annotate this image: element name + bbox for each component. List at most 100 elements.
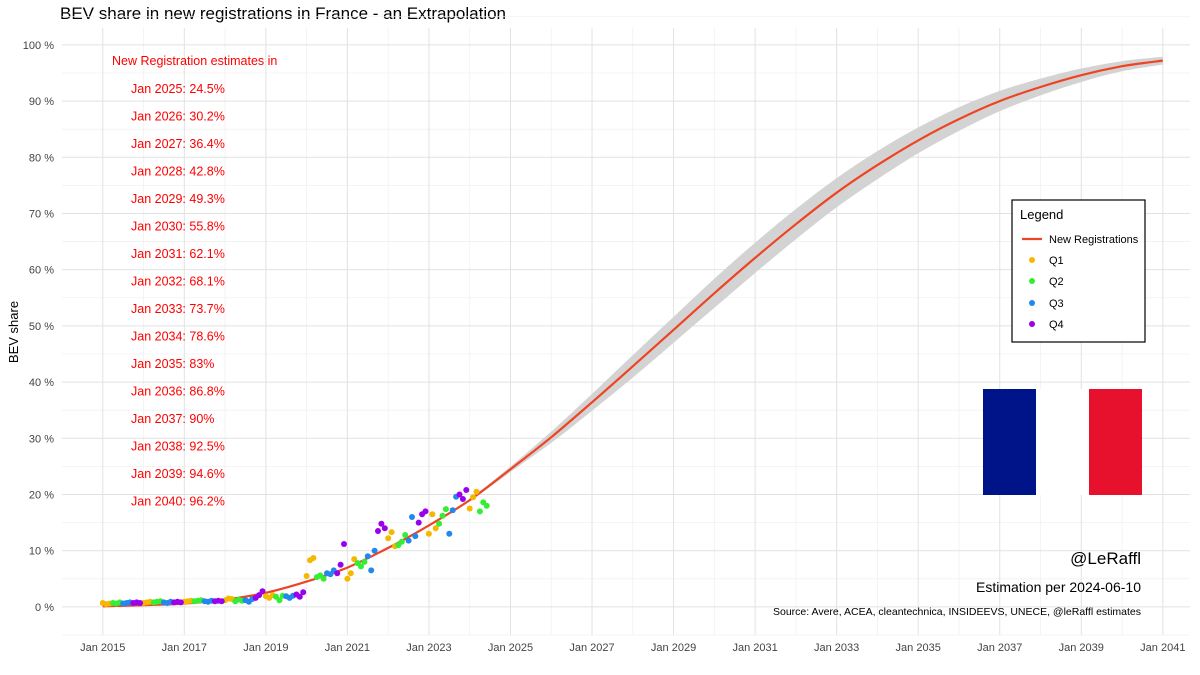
legend-item-q2: Q2 [1049, 276, 1064, 288]
data-point-q1 [429, 511, 436, 518]
data-point-q4 [375, 528, 381, 534]
flag-white-stripe [1036, 389, 1089, 495]
y-tick-label: 100 % [23, 40, 54, 52]
data-point-q4 [177, 599, 184, 606]
estimate-line: Jan 2038: 92.5% [131, 440, 225, 454]
data-point-q4 [422, 508, 429, 515]
x-tick-label: Jan 2023 [406, 642, 451, 654]
y-tick-label: 10 % [29, 546, 54, 558]
estimate-line: Jan 2040: 96.2% [131, 495, 225, 509]
y-tick-label: 20 % [29, 489, 54, 501]
data-point-q4 [341, 541, 347, 547]
y-tick-label: 40 % [29, 377, 54, 389]
y-tick-label: 70 % [29, 208, 54, 220]
legend-title: Legend [1020, 207, 1063, 222]
data-point-q4 [259, 588, 266, 595]
estimation-date: Estimation per 2024-06-10 [976, 579, 1141, 595]
data-point-q3 [409, 514, 415, 520]
estimate-line: Jan 2025: 24.5% [131, 82, 225, 96]
legend-item-q1: Q1 [1049, 255, 1064, 267]
x-axis-ticks: Jan 2015 Jan 2017 Jan 2019 Jan 2021 Jan 2023… [80, 642, 1185, 654]
data-point-q2 [442, 506, 449, 513]
source-note: Source: Avere, ACEA, cleantechnica, INSI… [773, 606, 1141, 618]
data-point-q1 [388, 529, 395, 536]
estimate-line: Jan 2027: 36.4% [131, 137, 225, 151]
x-tick-label: Jan 2027 [569, 642, 614, 654]
data-point-q4 [334, 570, 341, 577]
y-tick-label: 60 % [29, 265, 54, 277]
data-point-q1 [347, 570, 354, 577]
data-point-q4 [296, 593, 303, 600]
data-point-q2 [436, 520, 443, 527]
x-tick-label: Jan 2015 [80, 642, 125, 654]
data-point-q1 [310, 555, 317, 561]
data-point-q3 [449, 507, 456, 514]
estimate-line: Jan 2037: 90% [131, 412, 214, 426]
legend-item-q4: Q4 [1049, 319, 1064, 331]
x-tick-label: Jan 2025 [488, 642, 533, 654]
estimate-line: Jan 2035: 83% [131, 357, 214, 371]
data-point-q2 [439, 512, 446, 519]
data-point-q1 [466, 505, 473, 512]
data-point-q2 [320, 575, 327, 582]
data-point-q2 [476, 508, 483, 515]
data-point-q1 [385, 535, 392, 542]
data-point-q3 [405, 537, 412, 544]
data-point-q4 [463, 487, 470, 493]
legend: Legend New Registrations Q1 Q2 Q3 Q4 [1011, 199, 1146, 343]
legend-swatch-q4 [1029, 321, 1035, 327]
data-point-q3 [371, 547, 378, 554]
x-tick-label: Jan 2031 [732, 642, 777, 654]
data-point-q4 [300, 589, 307, 596]
x-tick-label: Jan 2021 [325, 642, 370, 654]
x-tick-label: Jan 2029 [651, 642, 696, 654]
data-point-q3 [446, 530, 453, 537]
data-point-q1 [470, 494, 477, 501]
data-point-q3 [364, 553, 371, 560]
y-tick-label: 50 % [29, 321, 54, 333]
flag-blue-stripe [983, 389, 1036, 495]
data-point-q1 [432, 525, 439, 532]
data-point-q2 [358, 563, 364, 570]
legend-box [1011, 199, 1146, 343]
x-tick-label: Jan 2037 [977, 642, 1022, 654]
data-point-q3 [327, 571, 334, 578]
legend-item-new-registrations: New Registrations [1049, 234, 1139, 246]
data-point-q4 [381, 525, 388, 532]
data-point-q1 [351, 556, 358, 563]
x-tick-label: Jan 2017 [162, 642, 207, 654]
x-tick-label: Jan 2035 [896, 642, 941, 654]
data-point-q4 [378, 520, 385, 527]
estimate-line: Jan 2036: 86.8% [131, 385, 225, 399]
data-point-q4 [337, 561, 344, 568]
author-handle: @LeRaffl [1070, 549, 1141, 568]
estimates-heading: New Registration estimates in [112, 54, 277, 68]
legend-swatch-q3 [1029, 300, 1035, 306]
data-point-q1 [425, 530, 432, 537]
x-tick-label: Jan 2033 [814, 642, 859, 654]
data-point-q3 [368, 567, 375, 574]
legend-swatch-q2 [1029, 278, 1035, 284]
data-point-q1 [473, 488, 480, 495]
chart-title: BEV share in new registrations in France… [60, 4, 506, 23]
legend-swatch-q1 [1029, 257, 1035, 263]
estimates-annotation: New Registration estimates in Jan 2025: … [112, 54, 277, 509]
quarterly-points [99, 487, 490, 608]
data-point-q4 [459, 496, 466, 502]
y-axis-ticks: 0 % 10 % 20 % 30 % 40 % 50 % 60 % 70 % 80 % 90 % 1… [23, 40, 54, 614]
data-point-q2 [361, 558, 368, 565]
x-tick-label: Jan 2019 [243, 642, 288, 654]
flag-red-stripe [1089, 389, 1142, 495]
estimate-line: Jan 2026: 30.2% [131, 110, 225, 124]
y-axis-label: BEV share [6, 301, 21, 363]
data-point-q4 [456, 491, 463, 498]
data-point-q1 [344, 575, 351, 582]
estimate-line: Jan 2028: 42.8% [131, 165, 225, 179]
estimate-line: Jan 2039: 94.6% [131, 467, 225, 481]
estimate-line: Jan 2031: 62.1% [131, 247, 225, 261]
data-point-q2 [276, 597, 283, 604]
estimate-line: Jan 2030: 55.8% [131, 220, 225, 234]
estimate-line: Jan 2034: 78.6% [131, 330, 225, 344]
data-point-q1 [303, 573, 310, 579]
